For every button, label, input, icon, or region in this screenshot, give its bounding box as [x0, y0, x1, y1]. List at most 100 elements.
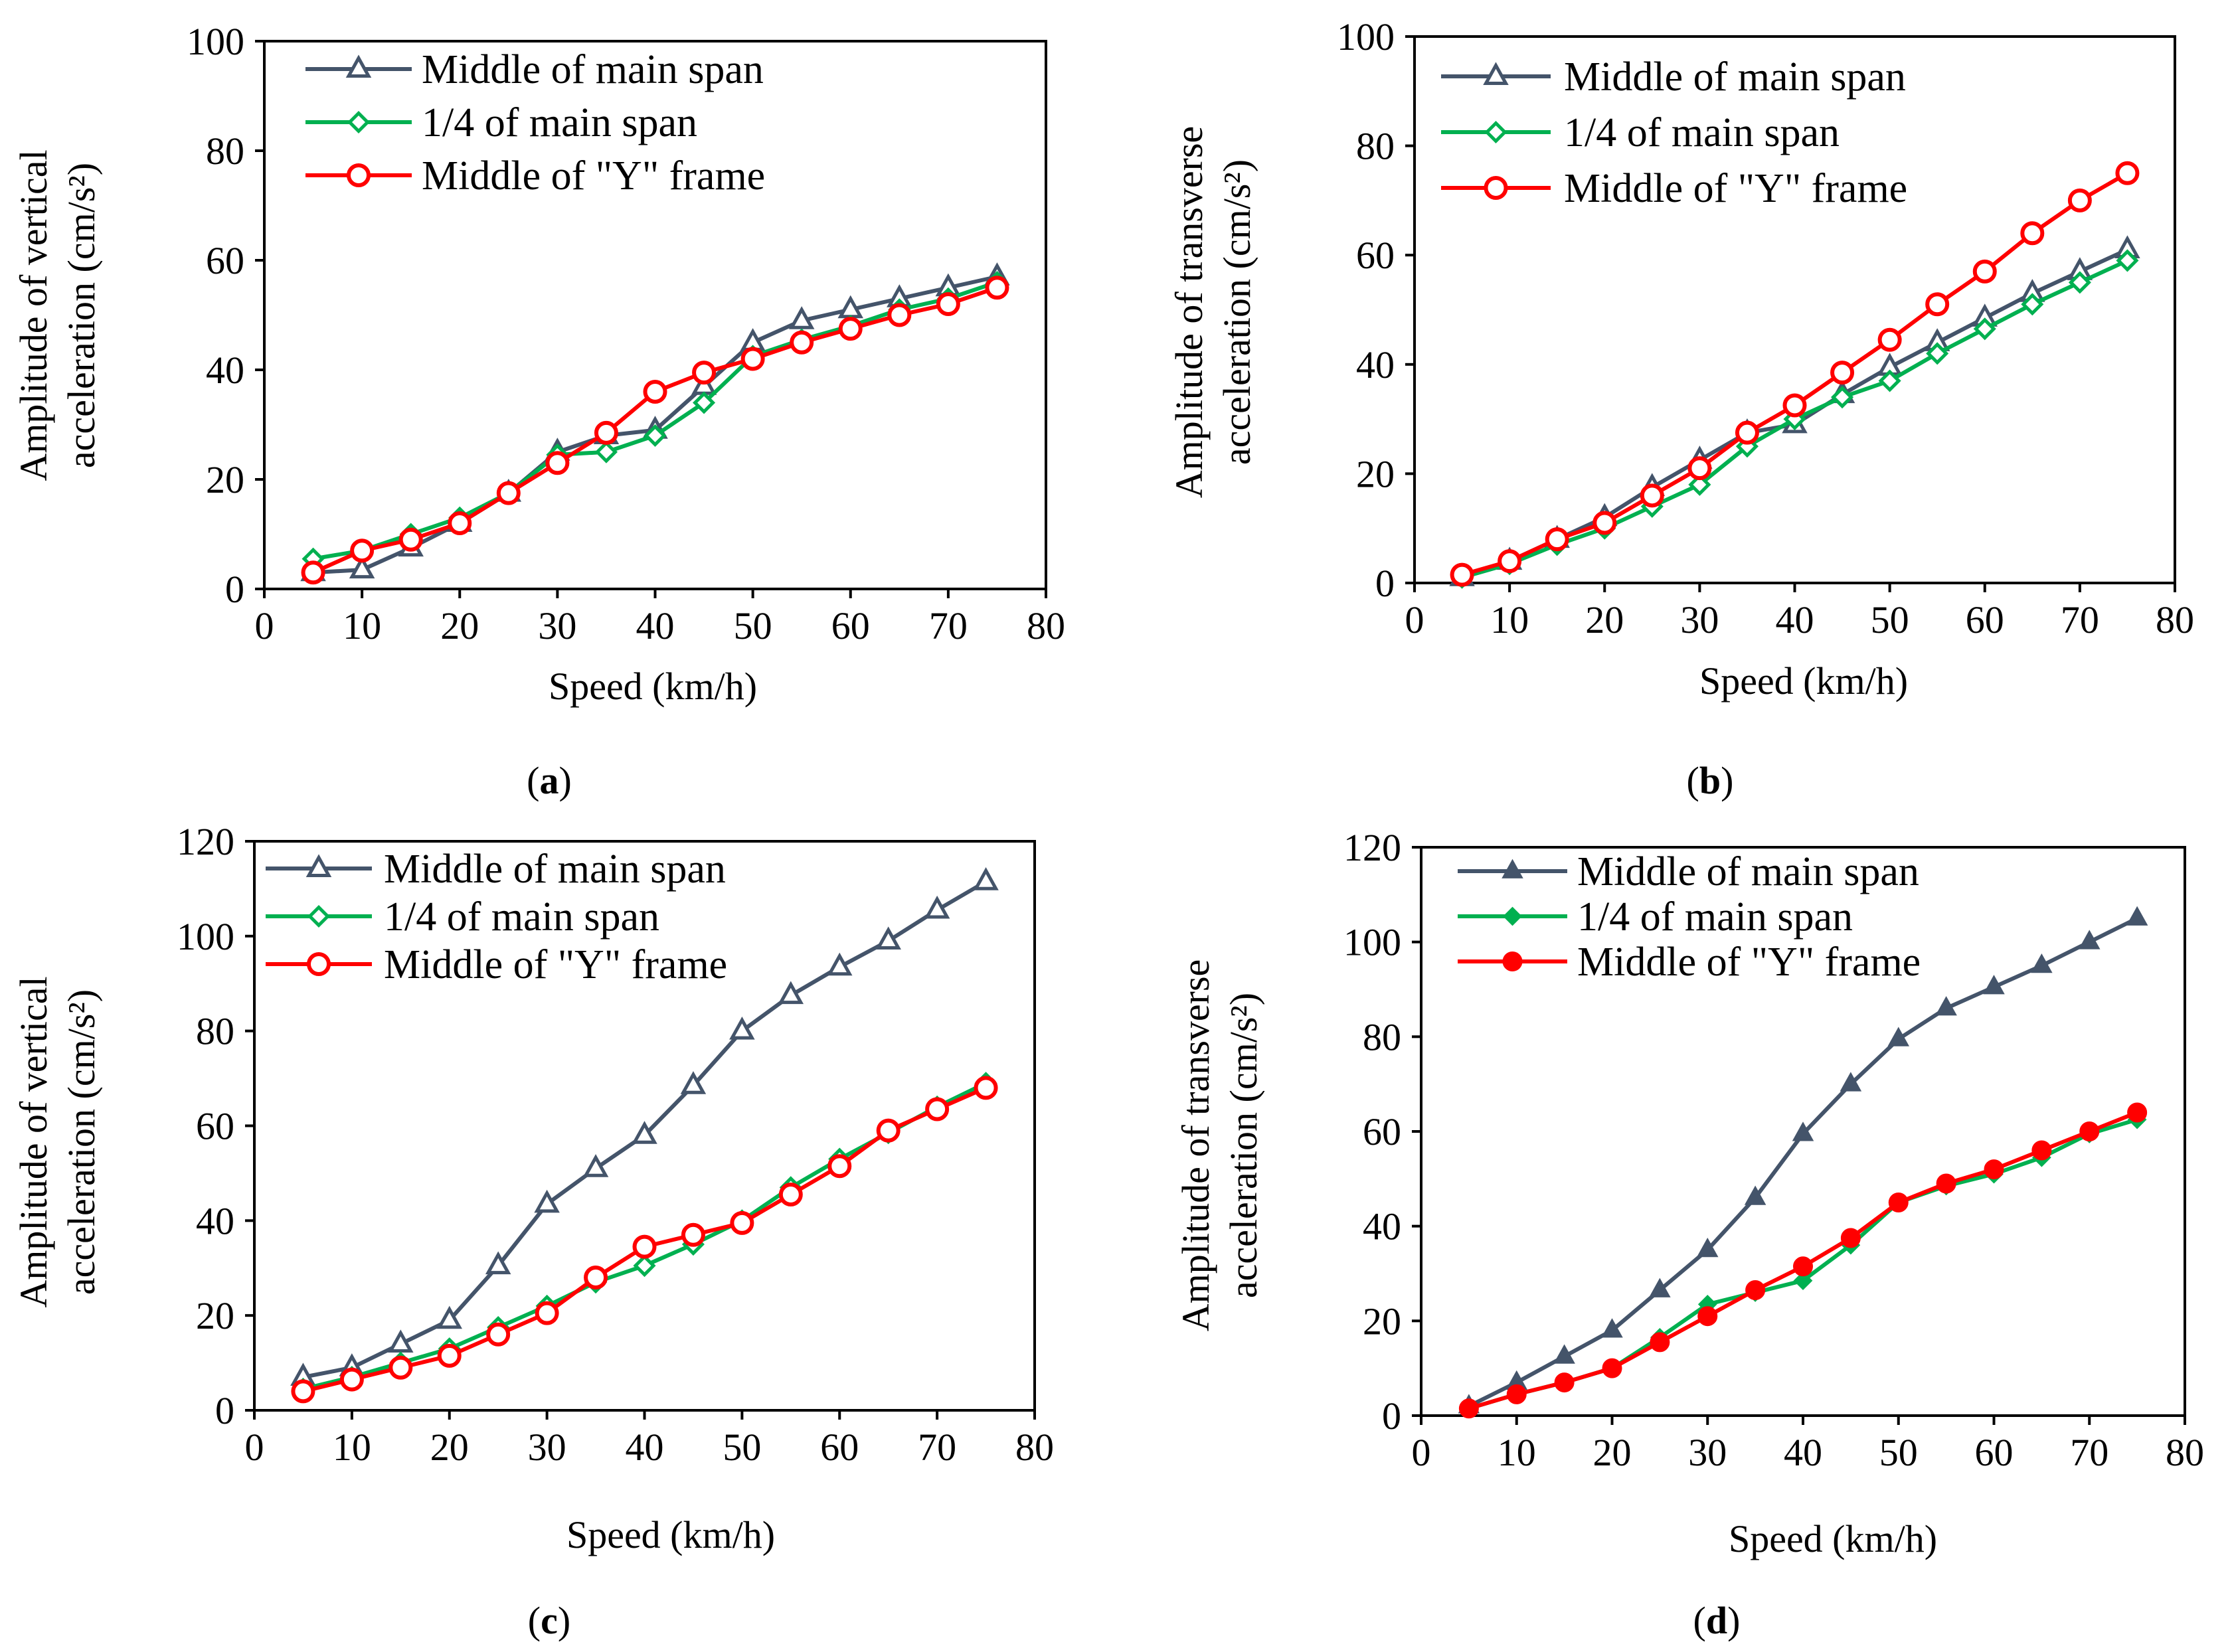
panel-d-x-tick-label: 50 [1879, 1431, 1918, 1474]
panel-c-legend-label: 1/4 of main span [384, 894, 659, 940]
panel-c-y-tick-label: 20 [196, 1294, 234, 1337]
panel-a-x-tick-label: 80 [1027, 604, 1065, 647]
panel-b-legend-swatch-marker [1484, 120, 1507, 144]
panel-d-x-tick-label: 10 [1498, 1431, 1536, 1474]
panel-c-y-axis-title-line2: acceleration (cm/s²) [60, 989, 103, 1295]
panel-c-series-1-point [973, 867, 999, 890]
panel-c-series-1-point [875, 926, 901, 950]
panel-b-series-2-point [1878, 369, 1901, 392]
panel-a-series-3-point [594, 420, 618, 445]
panel-a-series-3-point [643, 380, 667, 404]
panel-c-x-tick-label: 60 [820, 1426, 859, 1469]
panel-d-x-tick-label: 70 [2070, 1431, 2108, 1474]
panel-a-series-3-point [398, 527, 423, 552]
panel-c-legend-label: Middle of main span [384, 847, 726, 892]
panel-b-x-tick-label: 70 [2061, 598, 2099, 641]
panel-a-x-tick-label: 0 [255, 604, 274, 647]
panel-c-series-3-point [486, 1322, 511, 1347]
panel-b-y-axis-title-line1: Amplitude of transverse [1167, 126, 1211, 499]
panel-c-caption-letter: c [541, 1599, 558, 1642]
panel-b-y-axis-title-line2: acceleration (cm/s²) [1215, 159, 1258, 465]
panel-c-series-1-point [534, 1189, 560, 1213]
panel-c: 0 10 20 30 40 50 60 70 80 0 20 40 60 80 100 120 Speed (… [12, 820, 1054, 1642]
panel-c-y-tick-label: 80 [196, 1010, 234, 1053]
panel-a-caption: (a) [527, 759, 572, 802]
panel-c-series-3-point [681, 1222, 705, 1247]
panel-a-legend-swatch-marker [347, 163, 371, 187]
panel-a-x-tick-label: 30 [538, 604, 576, 647]
panel-b-x-tick-label: 80 [2156, 598, 2194, 641]
panel-b-series-3-point [2067, 188, 2092, 212]
panel-b-x-tick-label: 50 [1871, 598, 1909, 641]
panel-b-x-tick-label: 10 [1490, 598, 1529, 641]
panel-a-series-3-point [448, 511, 472, 535]
panel-d-y-tick-label: 40 [1363, 1205, 1401, 1248]
panel-c-series-3-point [584, 1266, 608, 1290]
panel-d-legend-swatch-marker [1502, 951, 1523, 971]
panel-d-series-3-point [1554, 1372, 1575, 1393]
panel-b-x-tick-label: 20 [1585, 598, 1624, 641]
panel-c-x-tick-label: 40 [626, 1426, 664, 1469]
panel-c-series-3-point [339, 1367, 364, 1392]
panel-b-series-3-point [1545, 527, 1569, 552]
panel-b-series-3-point [1735, 420, 1759, 445]
panel-c-series-3-point [876, 1118, 901, 1143]
panel-d-y-tick-label: 0 [1382, 1394, 1401, 1438]
panel-b-series-2-point [1688, 473, 1711, 496]
panel-c-axes: 0 10 20 30 40 50 60 70 80 0 20 40 60 80 100 120 [177, 820, 1054, 1469]
panel-c-x-tick-label: 30 [528, 1426, 566, 1469]
panel-d-y-tick-label: 20 [1363, 1299, 1401, 1343]
panel-d-series-3-point [2031, 1140, 2052, 1161]
panel-d-x-tick-label: 0 [1412, 1431, 1431, 1474]
panel-d-y-axis-title-line2: acceleration (cm/s²) [1222, 993, 1265, 1298]
panel-a-x-tick-label: 10 [343, 604, 381, 647]
panel-c-y-tick-label: 120 [177, 820, 234, 863]
panel-d: 0 10 20 30 40 50 60 70 80 0 20 40 60 80 100 120 Speed (… [1174, 826, 2204, 1642]
panel-b-legend-swatch-marker [1484, 176, 1508, 200]
panel-c-series-1-point [924, 895, 950, 919]
panel-b-series-3-point [1450, 562, 1474, 587]
panel-a-legend-swatch-marker [345, 54, 372, 78]
panel-d-series-1-point [1935, 996, 1957, 1016]
panel-c-series-1-point [778, 981, 804, 1005]
panel-d-series-3-point [1697, 1306, 1718, 1327]
panel-a-x-tick-label: 70 [929, 604, 968, 647]
panel-b-y-tick-label: 40 [1356, 343, 1395, 386]
panel-c-legend-swatch-marker [307, 904, 331, 928]
panel-c-series-1-point [485, 1251, 511, 1275]
panel-a-x-tick-label: 50 [734, 604, 772, 647]
panel-b-y-tick-label: 100 [1337, 15, 1395, 58]
panel-b-legend-label: Middle of "Y" frame [1564, 166, 1907, 211]
panel-c-series-1-point [827, 952, 853, 976]
panel-a-y-tick-label: 60 [206, 239, 244, 282]
panel-d-legend-label: 1/4 of main span [1577, 894, 1853, 940]
panel-a-series-2-point [693, 391, 716, 414]
panel-d-series-1-point [1649, 1278, 1671, 1297]
panel-a-legend-label: Middle of "Y" frame [422, 153, 765, 199]
panel-d-y-tick-label: 100 [1343, 921, 1401, 964]
panel-a-axes: 0 10 20 30 40 50 60 70 80 0 20 40 60 80 100 [187, 20, 1065, 647]
panel-a-series-1-point [349, 555, 375, 579]
panel-a-series-3-point [692, 361, 717, 385]
panel-d-caption: (d) [1693, 1599, 1741, 1642]
panel-d-legend-label: Middle of "Y" frame [1577, 940, 1921, 985]
panel-c-y-tick-label: 60 [196, 1105, 234, 1148]
panel-a-series-1-point [788, 306, 815, 329]
panel-d-x-tick-label: 40 [1784, 1431, 1822, 1474]
panel-d-y-axis-title-line1: Amplitude of transverse [1174, 959, 1217, 1332]
panel-c-series-1-point [680, 1071, 707, 1094]
panel-b-legend-swatch-marker [1483, 62, 1509, 85]
panel-a-legend: Middle of main span 1/4 of main span Middl… [305, 47, 765, 199]
panel-a-series-3-point [790, 330, 814, 355]
panel-b-series-3-point [1498, 549, 1522, 574]
panel-d-series-3-point [1840, 1228, 1861, 1248]
panel-a-series-3-point [350, 538, 375, 563]
panel-c-series-3-point [925, 1097, 950, 1121]
panel-d-x-tick-label: 60 [1975, 1431, 2014, 1474]
panel-d-series-1-point [1792, 1121, 1814, 1141]
panel-b-caption: (b) [1687, 759, 1734, 802]
panel-d-series [1458, 906, 2148, 1419]
panel-c-series [290, 867, 999, 1404]
panel-c-series-1-point [729, 1017, 755, 1040]
